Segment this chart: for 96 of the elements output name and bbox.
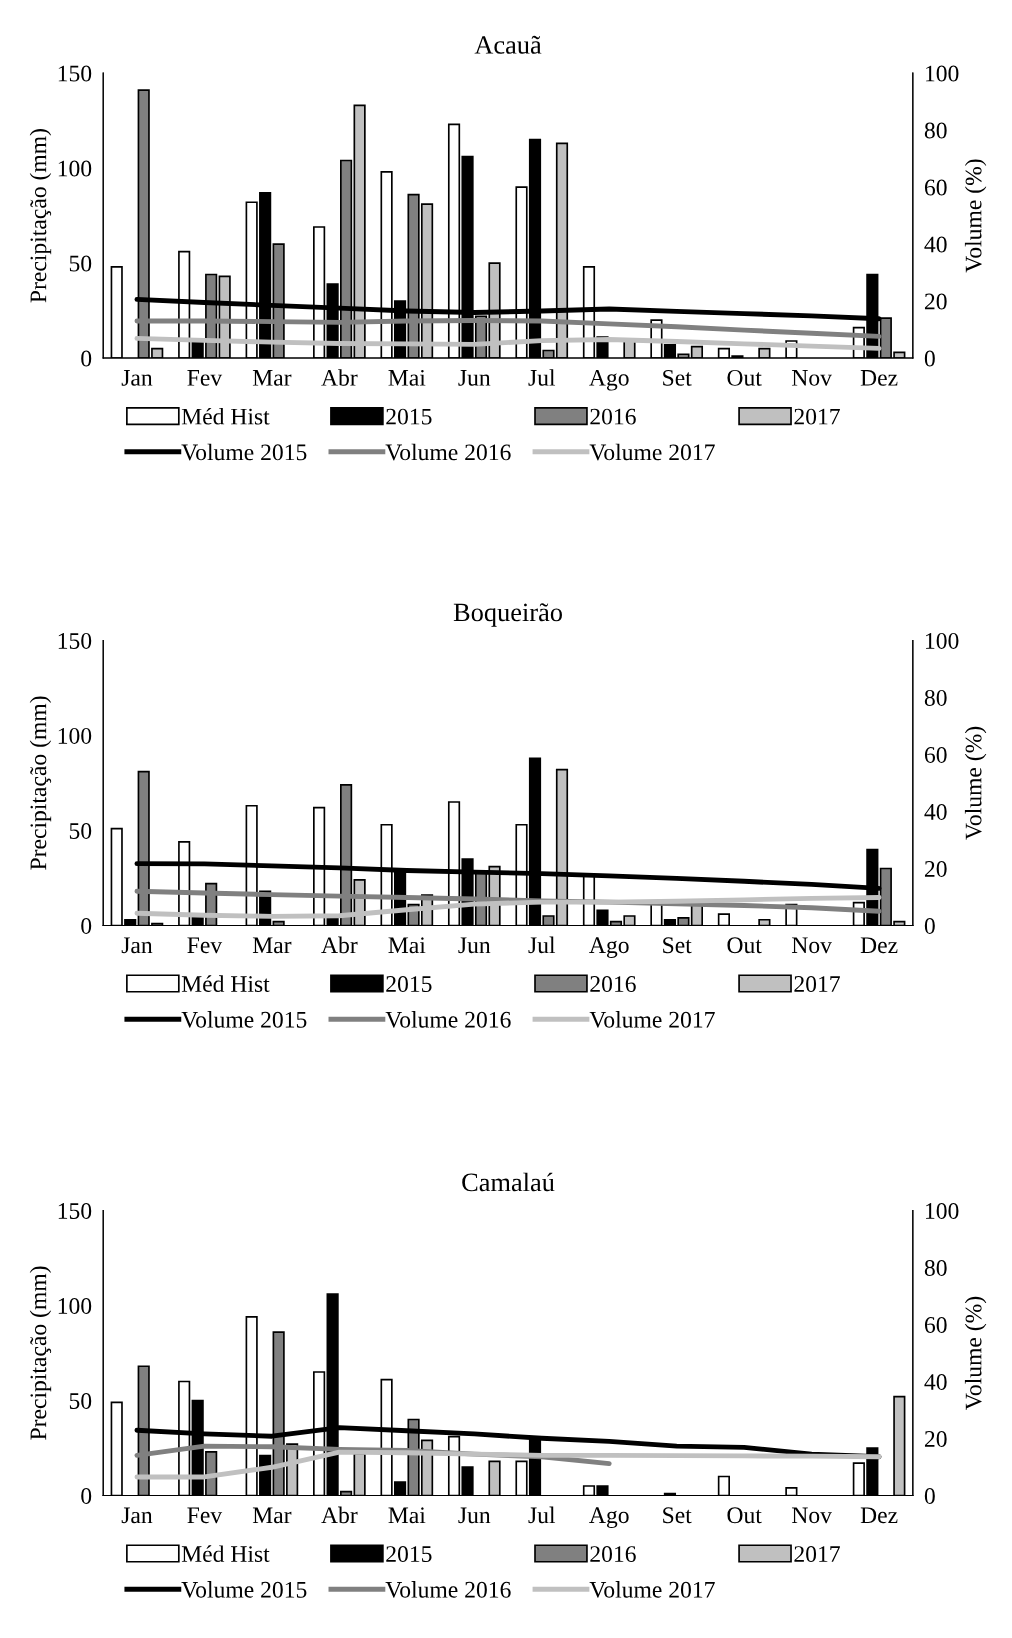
y2-tick-label: 60 [924,746,947,763]
x-tick-label: Set [663,1507,692,1524]
y2-tick-label: 60 [924,179,947,196]
y2-tick-label: 20 [924,860,947,877]
x-tick-label: Mar [252,1507,292,1524]
y-axis-title: Precipitação (mm) [29,1266,52,1440]
x-tick-label: Ago [589,1507,629,1529]
x-tick-label: Jan [121,370,153,386]
legend-label: Volume 2017 [589,1581,715,1598]
x-tick-label: Set [663,369,692,386]
x-tick-label: Abr [321,1506,358,1524]
y2-tick-label: 0 [924,1487,935,1504]
y-tick-label: 0 [81,350,92,367]
x-tick-label: Nov [791,937,832,954]
x-tick-label: Mar [252,370,292,386]
x-tick-label: Jun [458,1507,491,1524]
x-tick-label: Jun [458,937,491,954]
legend-label: Volume 2017 [589,443,715,461]
x-tick-label: Dez [860,370,898,386]
y-tick-label: 50 [69,822,92,839]
x-tick-label: Out [727,937,762,954]
x-tick-label: Out [727,369,762,386]
y-axis-title: Precipitação (mm) [29,696,52,870]
legend-label: Volume 2017 [589,1011,715,1028]
chart-title: Camalaú [462,1172,555,1192]
y2-tick-label: 80 [924,689,947,706]
y-tick-label: 100 [58,160,92,177]
legend-label: Volume 2016 [385,1581,511,1598]
x-tick-label: Out [727,1507,762,1524]
legend-label: Méd Hist [181,975,270,992]
chart-title: Boqueirão [453,603,562,627]
y2-tick-label: 100 [926,65,959,82]
x-tick-label: Mai [388,1507,426,1524]
y-axis-title: Precipitação (mm) [29,129,52,303]
x-tick-label: Fev [187,370,223,386]
legend-label: Volume 2015 [181,443,307,461]
legend-label: Méd Hist [181,407,270,425]
x-tick-label: Jan [121,937,153,954]
y2-tick-label: 80 [924,1259,947,1276]
x-tick-label: Dez [860,937,898,954]
x-tick-label: Fev [187,937,223,954]
y-tick-label: 100 [58,727,92,744]
legend-label: 2016 [590,1546,636,1563]
y2-tick-label: 0 [924,350,935,367]
legend-label: 2017 [794,408,840,425]
x-tick-label: Dez [860,1507,898,1524]
legend-label: Méd Hist [181,1545,270,1563]
legend-label: Volume 2015 [181,1581,307,1598]
y2-tick-label: 80 [924,122,947,139]
y2-tick-label: 40 [924,236,947,253]
legend-label: Volume 2016 [385,1011,511,1028]
y2-tick-label: 100 [926,1202,959,1219]
legend-label: 2017 [794,976,840,992]
y-tick-label: 150 [58,1202,92,1219]
x-tick-label: Nov [791,1507,832,1524]
y2-tick-label: 20 [924,293,947,310]
y-tick-label: 0 [81,1487,92,1504]
y-tick-label: 100 [58,1297,92,1314]
x-tick-label: Jun [458,370,491,386]
legend-label: 2015 [386,408,432,425]
x-tick-label: Fev [187,1507,223,1524]
x-tick-label: Mai [388,937,426,954]
x-tick-label: Mar [252,937,292,954]
legend-label: 2015 [386,976,432,992]
legend-label: 2016 [590,408,636,425]
x-tick-label: Abr [321,936,358,954]
y2-tick-label: 0 [924,917,935,934]
y2-axis-title: Volume (%) [964,1296,987,1410]
x-tick-label: Ago [589,369,629,391]
x-tick-label: Abr [321,369,358,386]
y2-tick-label: 60 [924,1316,947,1333]
x-tick-label: Mai [388,369,426,386]
y-tick-label: 50 [69,255,92,272]
y2-tick-label: 40 [924,803,947,820]
legend-label: Volume 2016 [385,443,511,461]
y-tick-label: 50 [69,1392,92,1409]
x-tick-label: Ago [589,937,629,958]
legend-label: 2015 [386,1546,432,1563]
legend-label: 2016 [590,976,636,992]
x-tick-label: Jul [528,936,556,954]
x-tick-label: Jul [528,1506,556,1524]
y-tick-label: 0 [81,917,92,934]
x-tick-label: Nov [791,370,832,386]
x-tick-label: Set [663,937,692,954]
y-tick-label: 150 [58,632,92,649]
legend-label: Volume 2015 [181,1011,307,1028]
y2-axis-title: Volume (%) [964,726,987,840]
y2-tick-label: 100 [926,632,959,649]
x-tick-label: Jan [121,1507,153,1524]
y-tick-label: 150 [58,65,92,82]
chart-title: Acauã [474,35,542,54]
y2-tick-label: 20 [924,1430,947,1447]
x-tick-label: Jul [528,369,556,386]
y2-tick-label: 40 [924,1373,947,1390]
y2-axis-title: Volume (%) [964,159,987,273]
legend-label: 2017 [794,1546,840,1563]
